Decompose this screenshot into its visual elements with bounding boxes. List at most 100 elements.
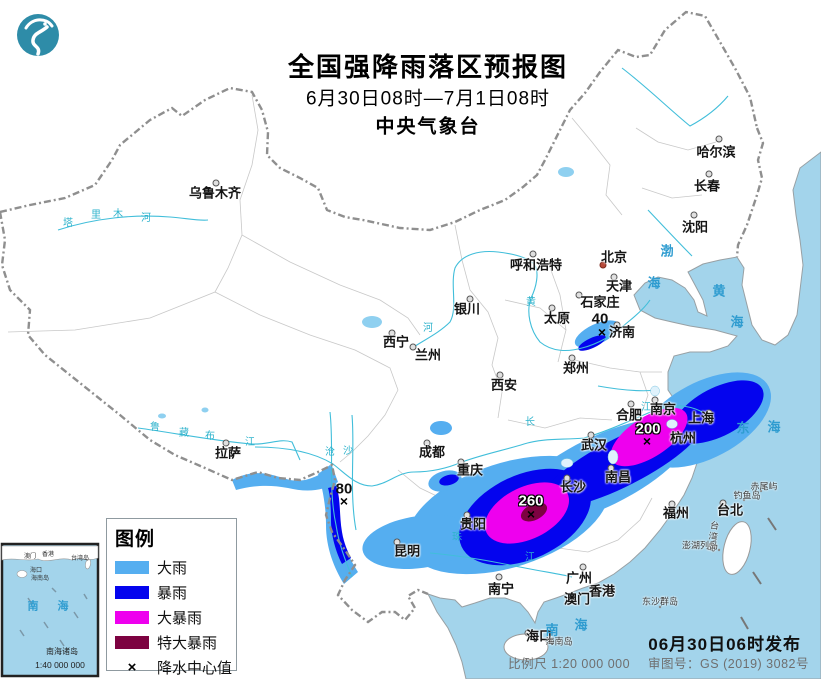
map-scale-note: 比例尺 1:20 000 000 xyxy=(508,657,631,671)
inset-sea-name: 南 海 xyxy=(27,600,77,613)
city-label: 昆明 xyxy=(393,543,421,559)
agency-name: 中央气象台 xyxy=(375,116,481,138)
lakes xyxy=(158,167,678,468)
sea-label: 南 xyxy=(545,622,559,638)
inset-scale: 1:40 000 000 xyxy=(35,659,85,670)
city-label: 郑州 xyxy=(562,360,590,376)
river-label: 长 xyxy=(525,417,535,428)
city-dot xyxy=(599,261,607,269)
river-label: 里 xyxy=(91,210,101,221)
city-dot xyxy=(529,250,537,258)
sea-area xyxy=(427,151,821,679)
city-dot xyxy=(222,439,230,447)
rain-extreme-areas xyxy=(520,502,548,522)
river-label: 鲁 xyxy=(150,422,160,433)
city-label: 澳门 xyxy=(563,591,591,607)
city-dot xyxy=(575,291,583,299)
city-dot xyxy=(607,464,615,472)
city-label: 乌鲁木齐 xyxy=(188,185,242,201)
city-dot xyxy=(705,409,713,417)
center-value: 200 xyxy=(635,420,661,438)
river-label: 沧 xyxy=(325,447,335,458)
river-label: 河 xyxy=(141,213,151,224)
city-label: 福州 xyxy=(662,505,690,521)
city-label: 香港 xyxy=(588,583,616,599)
legend-swatch xyxy=(115,561,149,574)
sea-label: 东 xyxy=(736,420,750,436)
city-label: 南宁 xyxy=(487,581,515,597)
city-label: 太原 xyxy=(543,310,571,326)
city-label: 南昌 xyxy=(604,469,632,485)
city-dot xyxy=(457,458,465,466)
center-value: 80 xyxy=(335,480,353,498)
city-dot xyxy=(651,396,659,404)
sea-label: 黄 xyxy=(712,283,726,299)
legend-label: 特大暴雨 xyxy=(157,635,218,652)
legend-label: 大暴雨 xyxy=(157,610,203,627)
map-license: 审图号：GS (2019) 3082号 xyxy=(648,657,809,671)
city-label: 广州 xyxy=(565,570,593,586)
city-dot xyxy=(613,321,621,329)
city-dot xyxy=(670,431,678,439)
city-dot xyxy=(548,304,556,312)
city-dot xyxy=(563,474,571,482)
city-dot xyxy=(627,400,635,408)
center-value: 260 xyxy=(518,492,544,510)
city-dot xyxy=(496,371,504,379)
page-subtitle: 6月30日08时—7月1日08时 xyxy=(305,88,551,110)
river-label: 木 xyxy=(113,209,123,220)
river-label: 江 xyxy=(641,402,651,413)
city-label: 西安 xyxy=(490,377,518,393)
city-dot xyxy=(587,431,595,439)
city-dot xyxy=(705,170,713,178)
city-dot xyxy=(463,511,471,519)
legend-rows: 大雨 暴雨 大暴雨 特大暴雨 xyxy=(115,555,236,655)
river-label: 河 xyxy=(423,323,433,334)
river-label: 塔 xyxy=(63,218,73,229)
inset-tiny-label: 海口 xyxy=(29,568,43,574)
city-label: 济南 xyxy=(608,324,636,340)
rain-heavy-areas xyxy=(232,320,772,584)
island-label: 海南岛 xyxy=(545,636,573,647)
city-label: 石家庄 xyxy=(580,294,620,310)
city-label: 拉萨 xyxy=(214,445,242,461)
sea-label: 海 xyxy=(767,419,781,435)
island-label: 台湾岛 xyxy=(705,520,720,555)
city-label: 上海 xyxy=(687,410,715,426)
sea-label: 渤 xyxy=(660,243,674,259)
city-label: 沈阳 xyxy=(681,219,709,235)
legend-title: 图例 xyxy=(115,529,156,550)
legend-marker-row: × 降水中心值 xyxy=(115,655,236,679)
city-dot xyxy=(466,295,474,303)
city-dot xyxy=(409,343,417,351)
cma-logo-icon xyxy=(17,14,59,56)
city-label: 银川 xyxy=(453,301,481,317)
city-label: 贵阳 xyxy=(459,516,487,532)
city-label: 天津 xyxy=(605,278,633,294)
center-mark: × xyxy=(339,493,349,509)
legend-item: 大暴雨 xyxy=(115,605,236,630)
legend-swatch xyxy=(115,636,149,649)
rivers xyxy=(57,67,729,578)
island-label: 赤尾屿 xyxy=(750,481,778,492)
city-label: 武汉 xyxy=(580,437,608,453)
center-value: 40 xyxy=(591,310,609,328)
legend-label: 暴雨 xyxy=(157,585,188,602)
river-label: 藏 xyxy=(179,428,189,439)
legend-item: 特大暴雨 xyxy=(115,630,236,655)
map-meta: 比例尺 1:20 000 000 审图号：GS (2019) 3082号 xyxy=(508,653,809,672)
city-dot xyxy=(579,563,587,571)
precip-center-symbol: × xyxy=(127,659,137,676)
city-label: 杭州 xyxy=(669,430,697,446)
precip-center-label: 降水中心值 xyxy=(157,660,233,677)
center-mark: × xyxy=(526,506,536,522)
inset-tiny-label: 海南岛 xyxy=(30,576,50,582)
city-dot xyxy=(715,135,723,143)
river-label: 江 xyxy=(245,437,255,448)
city-label: 长春 xyxy=(693,178,721,194)
legend: 图例 大雨 暴雨 大暴雨 特大暴雨 × 降水中心值 xyxy=(106,518,237,677)
center-mark: × xyxy=(597,324,607,340)
river-label: 珠 xyxy=(452,532,462,543)
city-dot xyxy=(524,629,532,637)
city-label: 海口 xyxy=(525,628,553,644)
